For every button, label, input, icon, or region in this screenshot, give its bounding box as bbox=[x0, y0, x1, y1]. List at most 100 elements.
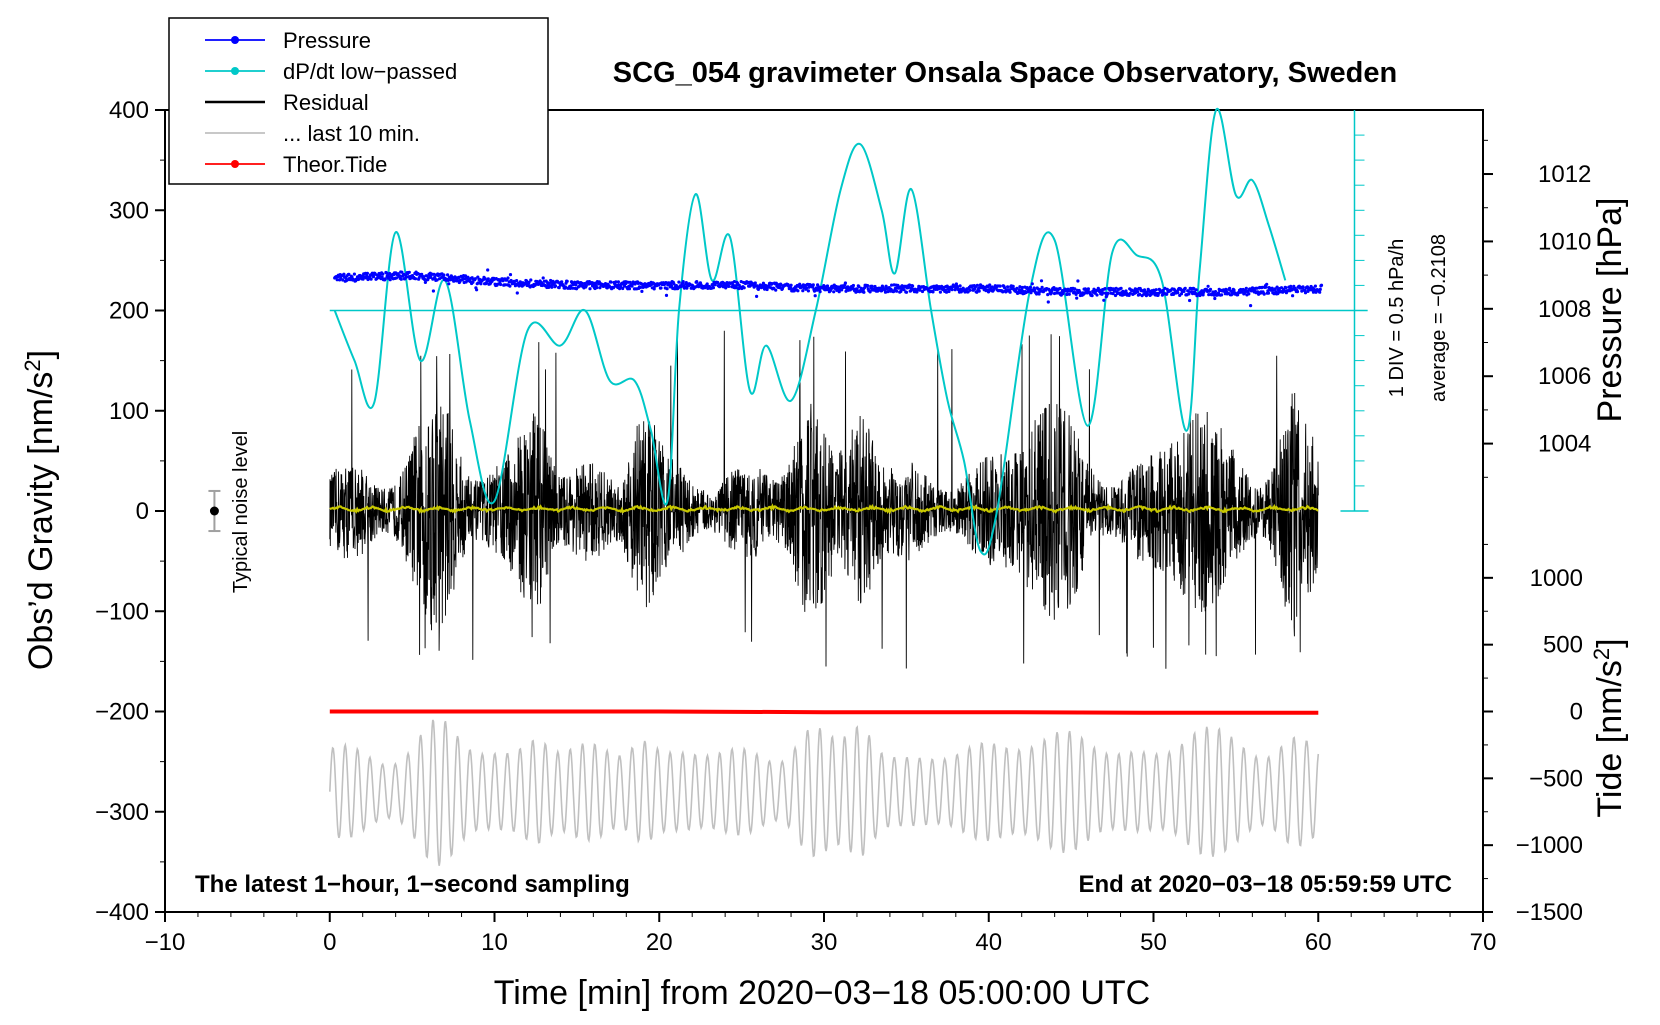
pressure-point bbox=[1295, 290, 1300, 294]
pressure-point bbox=[383, 277, 387, 281]
pressure-point bbox=[1018, 285, 1022, 289]
pressure-point bbox=[342, 272, 346, 276]
pressure-point bbox=[347, 272, 351, 276]
pressure-point bbox=[1046, 300, 1050, 304]
pressure-point bbox=[792, 289, 796, 293]
pressure-point bbox=[588, 287, 592, 291]
pressure-point bbox=[457, 275, 461, 279]
pressure-point bbox=[627, 287, 632, 291]
pressure-point bbox=[1029, 291, 1033, 295]
pressure-point bbox=[725, 281, 729, 285]
pressure-point bbox=[1291, 294, 1295, 298]
legend-swatch-marker bbox=[231, 67, 239, 75]
x-tick-label: 70 bbox=[1470, 929, 1497, 956]
pressure-point bbox=[515, 279, 519, 283]
pressure-point bbox=[1220, 293, 1224, 297]
pressure-point bbox=[788, 286, 793, 290]
x-tick-label: 10 bbox=[481, 929, 508, 956]
annotation-end-time: End at 2020−03−18 05:59:59 UTC bbox=[1078, 871, 1452, 898]
pressure-point bbox=[1318, 290, 1322, 294]
pressure-point bbox=[829, 288, 833, 292]
pressure-point bbox=[425, 274, 429, 278]
pressure-point bbox=[1262, 292, 1266, 296]
y-tick-label: −100 bbox=[95, 598, 149, 625]
legend-swatch-marker bbox=[231, 36, 239, 44]
pressure-point bbox=[1103, 287, 1107, 291]
pressure-point bbox=[640, 289, 644, 293]
x-axis-title: Time [min] from 2020−03−18 05:00:00 UTC bbox=[494, 974, 1150, 1012]
pressure-point bbox=[1074, 292, 1078, 296]
theoretical-tide-line bbox=[329, 709, 1319, 715]
pressure-point bbox=[486, 268, 490, 272]
pressure-point bbox=[1183, 286, 1187, 290]
pressure-point bbox=[899, 289, 903, 293]
pressure-point bbox=[806, 289, 811, 293]
y-tick-label: 100 bbox=[109, 398, 149, 425]
pressure-point bbox=[1232, 288, 1236, 292]
pressure-point bbox=[466, 275, 470, 279]
y-tick-label: 300 bbox=[109, 197, 149, 224]
pressure-point bbox=[883, 290, 888, 294]
pressure-point bbox=[681, 280, 685, 284]
pressure-point bbox=[431, 289, 435, 293]
pressure-tick-label: 1004 bbox=[1538, 431, 1591, 458]
legend-label: Theor.Tide bbox=[283, 152, 387, 177]
pressure-point bbox=[435, 278, 439, 282]
pressure-point bbox=[1086, 287, 1090, 291]
legend-label: dP/dt low−passed bbox=[283, 59, 457, 84]
pressure-point bbox=[870, 284, 874, 288]
noise-level-label: Typical noise level bbox=[230, 431, 252, 593]
pressure-point bbox=[1047, 288, 1052, 292]
pressure-point bbox=[1028, 285, 1032, 289]
pressure-point bbox=[1075, 296, 1079, 300]
pressure-point bbox=[508, 284, 512, 288]
pressure-point bbox=[801, 289, 805, 293]
pressure-point bbox=[1319, 283, 1324, 287]
y-tick-label: −200 bbox=[95, 699, 149, 726]
pressure-point bbox=[388, 278, 392, 282]
legend-label: Pressure bbox=[283, 28, 371, 53]
pressure-point bbox=[446, 273, 450, 277]
pressure-point bbox=[818, 290, 822, 294]
pressure-point bbox=[499, 282, 503, 287]
pressure-point bbox=[1052, 291, 1057, 296]
pressure-point bbox=[1318, 287, 1322, 291]
pressure-point bbox=[479, 282, 483, 286]
pressure-point bbox=[1260, 285, 1264, 289]
tide-tick-label: 0 bbox=[1570, 699, 1583, 726]
pressure-point bbox=[944, 290, 949, 294]
pressure-point bbox=[400, 270, 404, 274]
pressure-point bbox=[529, 278, 533, 282]
pressure-point bbox=[918, 288, 922, 292]
y-tick-label: 400 bbox=[109, 97, 149, 124]
pressure-point bbox=[515, 291, 519, 295]
pressure-point bbox=[1279, 286, 1284, 290]
pressure-point bbox=[1301, 285, 1305, 289]
pressure-point bbox=[527, 280, 531, 284]
pressure-point bbox=[716, 280, 720, 285]
pressure-point bbox=[1076, 279, 1080, 283]
noise-point bbox=[209, 506, 219, 516]
pressure-point bbox=[909, 289, 913, 293]
pressure-point bbox=[442, 273, 446, 277]
pressure-point bbox=[595, 286, 599, 290]
pressure-point bbox=[761, 281, 766, 285]
pressure-point bbox=[609, 280, 613, 284]
pressure-point bbox=[1249, 304, 1253, 308]
pressure-point bbox=[1206, 284, 1210, 288]
pressure-point bbox=[380, 275, 384, 279]
pressure-point bbox=[357, 277, 361, 281]
pressure-point bbox=[1201, 293, 1205, 297]
pressure-point bbox=[659, 286, 663, 290]
pressure-point bbox=[988, 283, 992, 287]
pressure-point bbox=[553, 284, 558, 288]
pressure-point bbox=[423, 277, 427, 282]
pressure-point bbox=[475, 288, 479, 292]
pressure-point bbox=[571, 286, 575, 290]
pressure-point bbox=[902, 288, 906, 292]
pressure-point bbox=[565, 279, 569, 283]
pressure-point bbox=[1101, 291, 1105, 295]
pressure-point bbox=[679, 284, 683, 288]
pressure-point bbox=[580, 281, 584, 285]
